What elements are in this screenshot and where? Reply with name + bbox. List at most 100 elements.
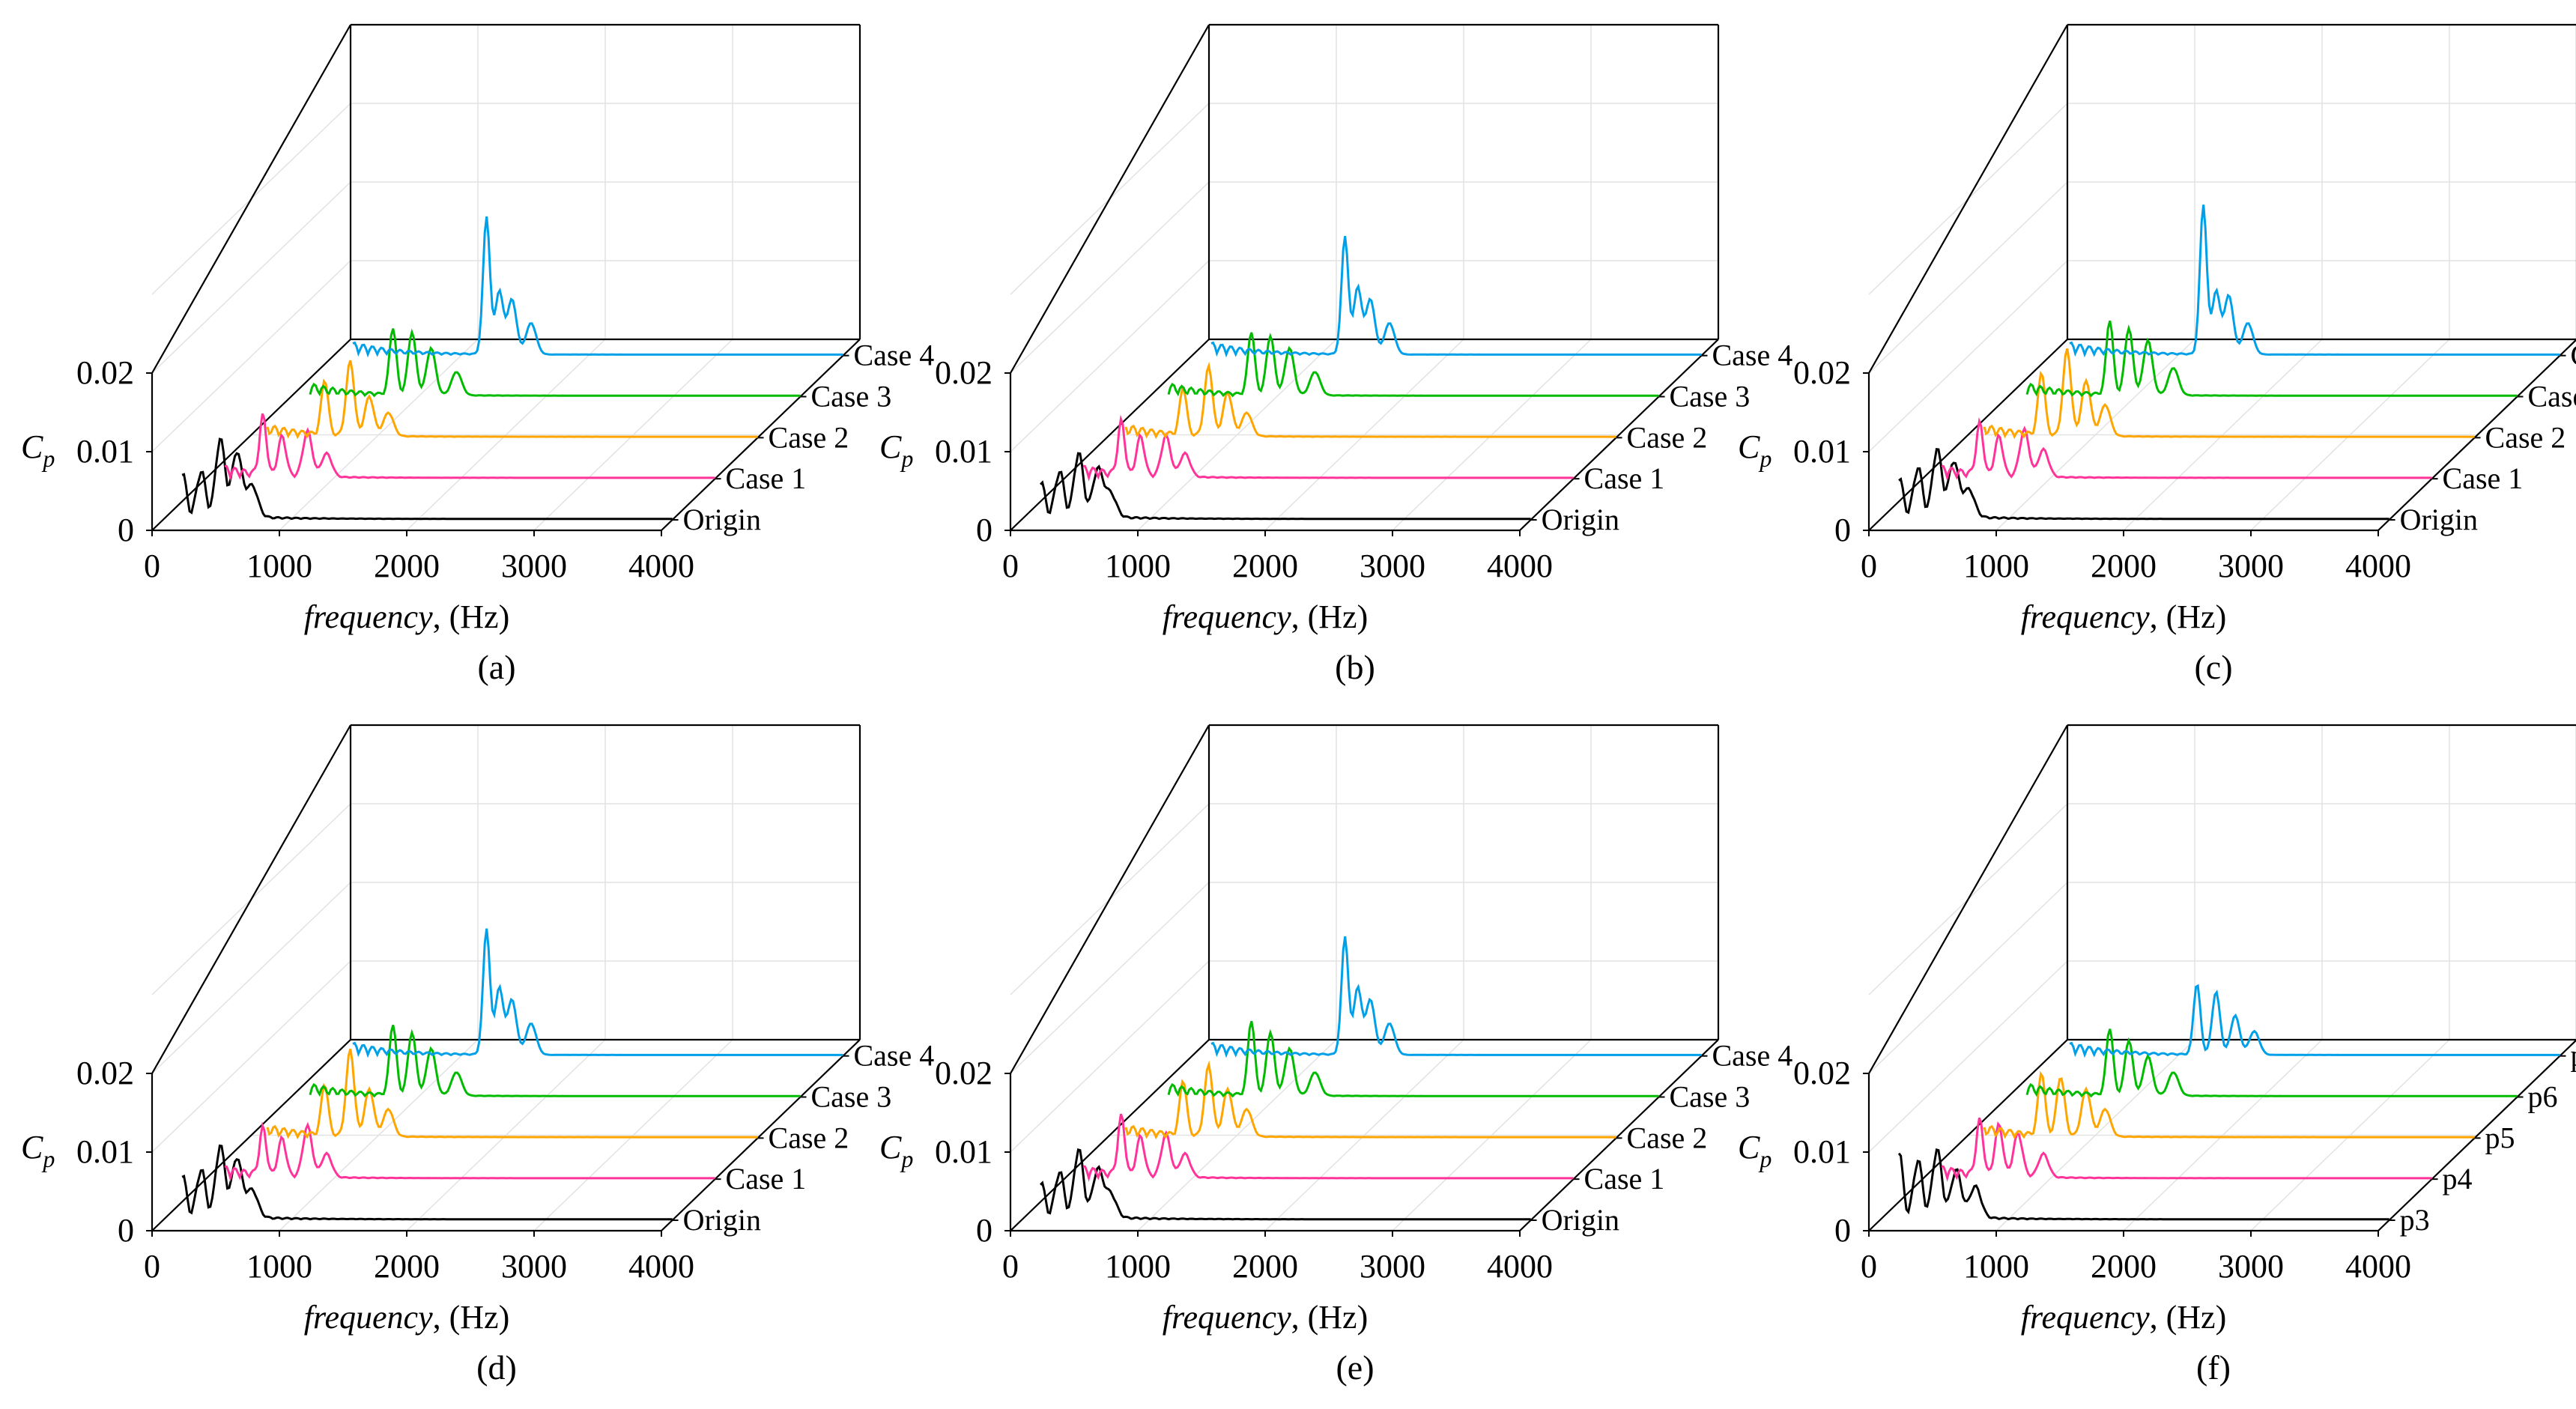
y-tick-label: 0.01 <box>1793 1133 1851 1170</box>
series-line-p7 <box>2069 984 2560 1058</box>
series-line-p5 <box>1983 1070 2475 1140</box>
x-tick-label: 4000 <box>2345 548 2411 584</box>
panel-caption: (e) <box>1336 1348 1374 1387</box>
y-tick-label: 0.01 <box>76 1133 134 1170</box>
x-axis-label: frequency, (Hz) <box>2021 1299 2226 1336</box>
series-label: Case 3 <box>2528 380 2576 413</box>
series-label: Case 2 <box>1627 1121 1708 1154</box>
series-label: Case 1 <box>726 1162 807 1196</box>
y-axis-label: Cp <box>879 1129 913 1172</box>
frame-edge <box>2378 1039 2576 1231</box>
x-axis-label: frequency, (Hz) <box>1163 1299 1368 1336</box>
side-grid-line <box>1010 181 1210 374</box>
series-line-origin <box>181 1144 673 1221</box>
x-tick-label: 2000 <box>2091 548 2157 584</box>
side-grid-line <box>1010 260 1210 452</box>
frame-edge <box>1868 24 2068 374</box>
y-axis-label-main: C <box>879 1129 902 1166</box>
series-line-case-4 <box>352 216 843 358</box>
y-axis-label-main: C <box>21 428 43 465</box>
series-line-case-3 <box>309 328 801 398</box>
x-tick-label: 1000 <box>1963 1248 2029 1285</box>
x-tick-label: 0 <box>1861 548 1877 584</box>
series-label: Case 2 <box>1627 420 1708 454</box>
side-grid-line <box>1868 260 2068 452</box>
frame-edge <box>151 24 351 374</box>
y-tick-label: 0.01 <box>935 1133 992 1170</box>
series-label: Origin <box>1542 503 1619 536</box>
x-tick-label: 3000 <box>2218 548 2284 584</box>
panel-caption: (c) <box>2194 648 2232 686</box>
y-axis-label-main: C <box>1738 428 1760 465</box>
y-axis-label: Cp <box>879 428 913 472</box>
y-axis-label-main: C <box>1738 1129 1760 1166</box>
x-axis-label-italic: frequency <box>304 1299 433 1336</box>
series-label: Origin <box>2400 503 2478 536</box>
series-label: p3 <box>2400 1203 2430 1237</box>
frame-edge <box>1010 1039 1210 1231</box>
y-axis-label-sub: p <box>900 1145 913 1172</box>
side-grid-line <box>151 960 351 1153</box>
series-label: Case 4 <box>853 339 934 372</box>
frame-edge <box>661 339 861 531</box>
series-line-case-2 <box>1983 348 2475 440</box>
x-tick-label: 1000 <box>1963 548 2029 584</box>
x-tick-label: 0 <box>1002 548 1019 584</box>
side-grid-line <box>1868 882 2068 1074</box>
x-tick-label: 3000 <box>1360 1248 1425 1285</box>
series-line-case-3 <box>2025 320 2518 398</box>
y-tick-label: 0.02 <box>1793 354 1851 391</box>
y-axis-label: Cp <box>1738 428 1772 472</box>
series-line-case-4 <box>352 928 843 1058</box>
series-label: p5 <box>2485 1121 2515 1154</box>
series-line-case-2 <box>1124 361 1616 440</box>
y-axis-label-main: C <box>21 1129 43 1166</box>
y-axis-label: Cp <box>21 428 55 472</box>
x-tick-label: 2000 <box>1232 1248 1298 1285</box>
series-line-case-3 <box>309 1025 801 1098</box>
series-line-case-1 <box>1082 1113 1574 1182</box>
frame-edge <box>1519 339 1719 531</box>
frame-edge <box>151 1039 351 1231</box>
side-grid-line <box>151 181 351 374</box>
series-label: Case 3 <box>811 380 892 413</box>
y-axis-label-sub: p <box>41 1145 55 1172</box>
series-label: p4 <box>2443 1162 2473 1196</box>
y-tick-label: 0.02 <box>76 1055 134 1091</box>
series-label: Case 1 <box>1584 1162 1665 1196</box>
y-axis-label-sub: p <box>41 445 55 472</box>
panel-c: 0 0.01 0.02 0 1000 2000 3000 4000 frequency, (Hz… <box>1738 23 2576 686</box>
panel-f: 0 0.01 0.02 0 1000 2000 3000 4000 frequency, (Hz… <box>1738 724 2576 1387</box>
series-label: Case 3 <box>1670 1080 1751 1114</box>
series-label: Case 4 <box>1712 339 1792 372</box>
y-axis-label: Cp <box>21 1129 55 1172</box>
series-line-case-2 <box>266 360 758 440</box>
x-axis-label-unit: , (Hz) <box>1291 1299 1369 1336</box>
x-tick-label: 0 <box>1861 1248 1877 1285</box>
series-label: Case 1 <box>2443 461 2524 495</box>
y-tick-label: 0 <box>118 1212 134 1249</box>
series-label: Case 3 <box>811 1080 892 1114</box>
frame-edge <box>1868 339 2068 531</box>
panel-e: 0 0.01 0.02 0 1000 2000 3000 4000 frequency, (Hz… <box>879 724 1792 1387</box>
series-label: Case 4 <box>853 1039 934 1073</box>
y-tick-label: 0.02 <box>1793 1055 1851 1091</box>
x-axis-label-italic: frequency <box>1163 599 1291 635</box>
series-label: Case 3 <box>1670 380 1751 413</box>
x-axis-label-unit: , (Hz) <box>2150 599 2227 635</box>
panel-caption: (f) <box>2196 1348 2231 1387</box>
x-axis-label-unit: , (Hz) <box>433 599 510 635</box>
series-label: Case 1 <box>726 461 807 495</box>
y-tick-label: 0.01 <box>935 433 992 470</box>
series-label: p6 <box>2528 1080 2558 1114</box>
series-label: Case 2 <box>2485 420 2566 454</box>
x-tick-label: 1000 <box>246 548 312 584</box>
x-tick-label: 4000 <box>2345 1248 2411 1285</box>
x-tick-label: 4000 <box>628 1248 694 1285</box>
frame-edge <box>151 339 351 531</box>
x-tick-label: 3000 <box>501 548 567 584</box>
series-label: Case 2 <box>769 420 849 454</box>
x-tick-label: 2000 <box>374 1248 440 1285</box>
y-tick-label: 0 <box>976 1212 992 1249</box>
